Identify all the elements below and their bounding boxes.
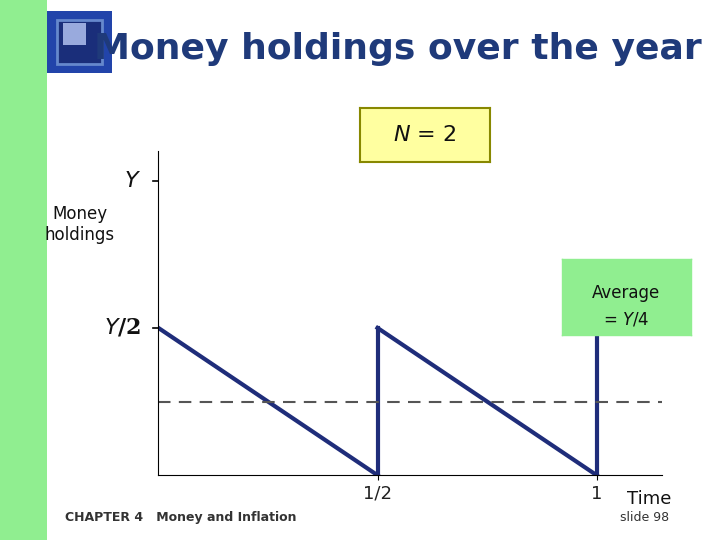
FancyBboxPatch shape <box>57 20 102 64</box>
Text: $\mathit{Y}$: $\mathit{Y}$ <box>124 170 141 192</box>
Text: slide 98: slide 98 <box>621 511 670 524</box>
Text: Average: Average <box>593 284 660 302</box>
FancyBboxPatch shape <box>63 23 86 45</box>
Text: $\mathit{Y}$/2: $\mathit{Y}$/2 <box>104 317 141 339</box>
Text: = $\mathbf{\mathit{Y}}$/4: = $\mathbf{\mathit{Y}}$/4 <box>603 310 649 329</box>
Text: CHAPTER 4   Money and Inflation: CHAPTER 4 Money and Inflation <box>65 511 297 524</box>
Text: $\mathbf{\mathit{N}}$ = 2: $\mathbf{\mathit{N}}$ = 2 <box>393 125 456 145</box>
Text: Money holdings over the year: Money holdings over the year <box>94 32 701 66</box>
Text: Money
holdings: Money holdings <box>45 205 114 244</box>
Text: Time: Time <box>627 490 672 508</box>
